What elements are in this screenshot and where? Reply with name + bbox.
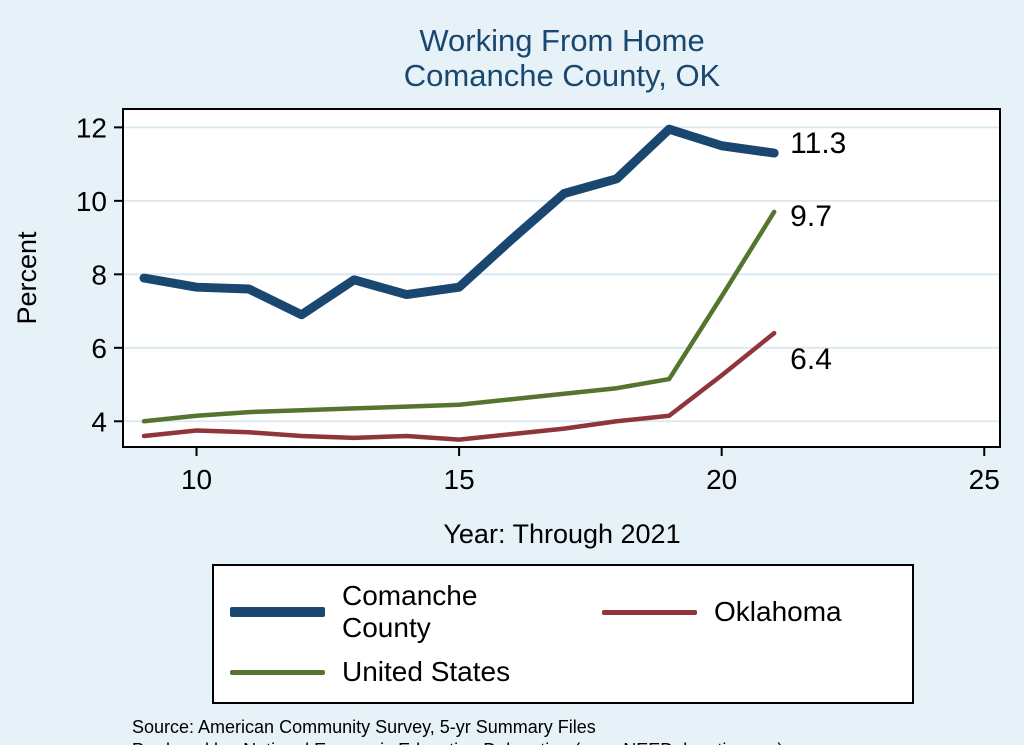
produced-by-line: Produced by: National Economic Education… [132,739,1024,745]
svg-text:8: 8 [91,260,107,291]
svg-text:10: 10 [76,186,107,217]
chart-title-line1: Working From Home [419,23,705,58]
svg-text:15: 15 [444,464,475,495]
svg-text:Percent: Percent [12,231,42,325]
legend-item-comanche-county: Comanche County [230,580,566,644]
svg-text:12: 12 [76,113,107,144]
comanche-county-line-swatch [230,607,325,618]
chart-title-line2: Comanche County, OK [403,57,721,93]
legend-label-comanche-county: Comanche County [342,580,478,644]
svg-text:10: 10 [181,464,212,495]
svg-text:20: 20 [706,464,737,495]
source-line: Source: American Community Survey, 5-yr … [132,717,596,738]
legend-label-oklahoma: Oklahoma [714,596,842,628]
svg-text:9.7: 9.7 [790,200,832,233]
oklahoma-line-swatch [602,609,697,615]
x-axis-label: Year: Through 2021 [443,519,681,550]
legend: Comanche County Oklahoma United States [212,564,914,705]
svg-text:6: 6 [91,333,107,364]
svg-text:11.3: 11.3 [790,128,846,161]
legend-label-united-states: United States [342,656,511,688]
line-chart-plot: 4 6 8 10 12 10 15 20 25 Percent 11.3 6.4 9.7 [12,108,1001,495]
svg-text:6.4: 6.4 [790,344,832,377]
legend-item-oklahoma: Oklahoma [566,580,902,644]
legend-grid: Comanche County Oklahoma United States [230,580,902,688]
svg-text:25: 25 [969,464,1000,495]
source-note: Source: American Community Survey, 5-yr … [132,716,1024,745]
legend-item-united-states: United States [230,656,566,688]
chart-title: Working From Home Comanche County, OK [0,23,1024,93]
svg-text:4: 4 [91,407,107,438]
united-states-line-swatch [230,669,325,675]
